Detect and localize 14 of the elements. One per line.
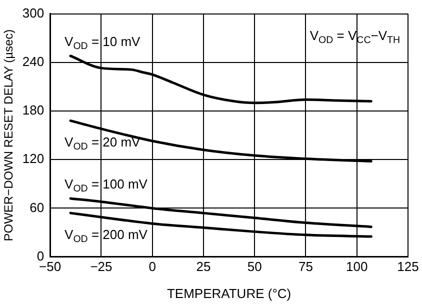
x-axis-title: TEMPERATURE (°C) [166,286,292,301]
x-tick-label: −25 [90,259,112,274]
y-tick-label: 60 [30,200,44,215]
x-tick-label: 75 [298,259,313,274]
y-tick-label: 120 [22,151,44,166]
y-axis-title: POWER−DOWN RESET DELAY (µsec) [2,29,16,242]
y-tick-label: 180 [22,102,44,118]
y-tick-label: 240 [22,54,44,69]
y-tick-label: 300 [22,5,44,20]
x-tick-label: 50 [247,259,262,274]
x-tick-label: 0 [148,259,156,274]
x-tick-label: 25 [196,259,211,274]
x-tick-label: 100 [346,259,368,274]
x-tick-label: 125 [397,259,419,274]
